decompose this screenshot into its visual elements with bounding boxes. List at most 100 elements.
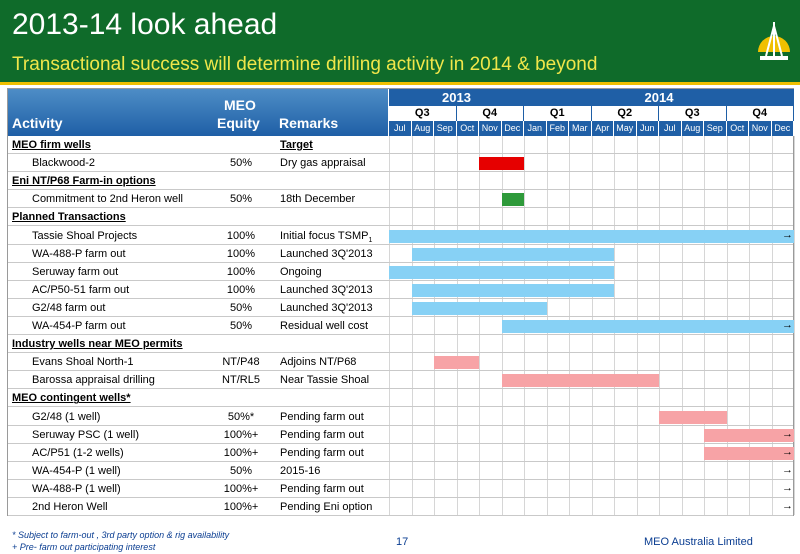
title-banner: 2013-14 look ahead Transactional success… (0, 0, 800, 82)
continuation-arrow-icon: → (782, 463, 793, 476)
footnote-1: * Subject to farm-out , 3rd party option… (12, 530, 230, 540)
gantt-bar (389, 265, 614, 279)
remarks-cell: Residual well cost (280, 320, 369, 332)
year-2013: 2013 (389, 89, 524, 106)
brand-name: MEO Australia Limited (644, 536, 753, 548)
month-jul-0: Jul (389, 121, 412, 136)
continuation-arrow-icon: → (782, 481, 793, 494)
activity-cell: MEO firm wells (12, 139, 91, 151)
table-row: WA-454-P farm out 50% Residual well cost (8, 318, 793, 335)
section-row: Industry wells near MEO permits (8, 336, 793, 354)
continuation-arrow-icon: → (782, 445, 793, 458)
grid-line (456, 136, 458, 515)
equity-cell: 100% (226, 229, 256, 242)
activity-cell: Blackwood-2 (32, 157, 95, 170)
equity-cell (212, 173, 270, 190)
remarks-cell: Near Tassie Shoal (280, 374, 370, 387)
activity-cell: Barossa appraisal drilling (32, 374, 155, 387)
section-row: Eni NT/P68 Farm-in options (8, 173, 793, 191)
quarter-q3-0: Q3 (389, 106, 457, 121)
month-dec-5: Dec (501, 121, 524, 136)
continuation-arrow-icon: → (782, 427, 793, 440)
table-header-left: Activity MEO Equity Remarks (8, 89, 388, 136)
quarter-q4-5: Q4 (726, 106, 794, 121)
table-row: AC/P50-51 farm out 100% Launched 3Q'2013 (8, 282, 793, 299)
table-row: Evans Shoal North-1 NT/P48 Adjoins NT/P68 (8, 354, 793, 372)
remarks-cell: Launched 3Q'2013 (280, 301, 373, 314)
quarter-q3-4: Q3 (659, 106, 727, 121)
activity-header: Activity (12, 115, 63, 131)
gantt-bar (501, 374, 659, 388)
gantt-bar (411, 301, 547, 315)
activity-cell: Commitment to 2nd Heron well (32, 193, 184, 206)
grid-line (794, 136, 795, 515)
remarks-cell: Target (280, 139, 313, 151)
remarks-cell: Initial focus TSMP1 (280, 229, 373, 244)
gantt-bar (501, 320, 794, 333)
gantt-bar (411, 247, 614, 261)
table-row: Commitment to 2nd Heron well 50% 18th Dece… (8, 191, 793, 209)
remarks-cell: Ongoing (280, 265, 322, 278)
month-jan-6: Jan (524, 121, 547, 136)
equity-cell: 50%* (227, 410, 255, 423)
remarks-cell: 2015-16 (280, 464, 321, 477)
equity-cell (212, 137, 270, 154)
year-2014: 2014 (524, 89, 794, 106)
month-may-10: May (614, 121, 637, 136)
gantt-bar (479, 157, 524, 171)
equity-cell: 50% (229, 193, 253, 206)
remarks-cell: Pending farm out (280, 482, 364, 495)
remarks-cell: Launched 3Q'2013 (280, 283, 373, 296)
grid-line (389, 136, 390, 515)
equity-cell: 100%+ (223, 501, 259, 513)
quarter-q2-3: Q2 (591, 106, 659, 121)
gantt-bar (411, 283, 614, 297)
continuation-arrow-icon: → (782, 500, 793, 512)
table-row: Seruway farm out 100% Ongoing (8, 264, 793, 281)
table-row: 2nd Heron Well 100%+ Pending Eni option (8, 499, 793, 516)
remarks-cell: Pending farm out (280, 410, 364, 423)
table-row: Tassie Shoal Projects 100% Initial focus T… (8, 228, 793, 245)
activity-cell: MEO contingent wells* (12, 392, 131, 405)
activity-cell: Industry wells near MEO permits (12, 338, 183, 351)
equity-cell: 100%+ (223, 446, 259, 459)
remarks-cell: Launched 3Q'2013 (280, 247, 373, 260)
equity-cell: 100%+ (223, 482, 259, 495)
activity-cell: Eni NT/P68 Farm-in options (12, 175, 156, 188)
activity-cell: G2/48 farm out (32, 301, 106, 314)
gantt-bar (704, 446, 794, 460)
header-divider (0, 82, 800, 85)
month-jul-12: Jul (659, 121, 682, 136)
activity-cell: 2nd Heron Well (32, 501, 108, 513)
month-aug-1: Aug (411, 121, 434, 136)
gantt-bar (501, 193, 524, 207)
continuation-arrow-icon: → (782, 319, 793, 331)
equity-header-line1: MEO (224, 97, 256, 113)
page-title: 2013-14 look ahead (12, 8, 278, 41)
equity-cell: NT/RL5 (222, 374, 260, 387)
remarks-cell: Pending farm out (280, 446, 364, 459)
activity-cell: Seruway farm out (32, 265, 119, 278)
table-row: G2/48 farm out 50% Launched 3Q'2013 (8, 300, 793, 317)
activity-cell: WA-454-P (1 well) (32, 464, 121, 477)
remarks-cell: Dry gas appraisal (280, 157, 366, 170)
grid-line (411, 136, 413, 515)
table-row: WA-454-P (1 well) 50% 2015-16 (8, 463, 793, 480)
month-sep-2: Sep (434, 121, 457, 136)
activity-cell: AC/P51 (1-2 wells) (32, 446, 124, 459)
month-apr-9: Apr (591, 121, 614, 136)
page-number: 17 (396, 536, 409, 548)
activity-cell: AC/P50-51 farm out (32, 283, 130, 296)
activity-cell: Planned Transactions (12, 211, 126, 224)
grid-line (434, 136, 435, 515)
month-dec-17: Dec (771, 121, 794, 136)
footnote-2: + Pre- farm out participating interest (12, 542, 156, 552)
month-oct-3: Oct (456, 121, 479, 136)
remarks-cell: Adjoins NT/P68 (280, 356, 357, 369)
month-mar-8: Mar (569, 121, 592, 136)
table-row: G2/48 (1 well) 50%* Pending farm out (8, 409, 793, 426)
table-row: Blackwood-2 50% Dry gas appraisal (8, 155, 793, 173)
month-nov-4: Nov (479, 121, 502, 136)
meo-logo-icon (752, 22, 796, 76)
activity-cell: Seruway PSC (1 well) (32, 428, 139, 441)
